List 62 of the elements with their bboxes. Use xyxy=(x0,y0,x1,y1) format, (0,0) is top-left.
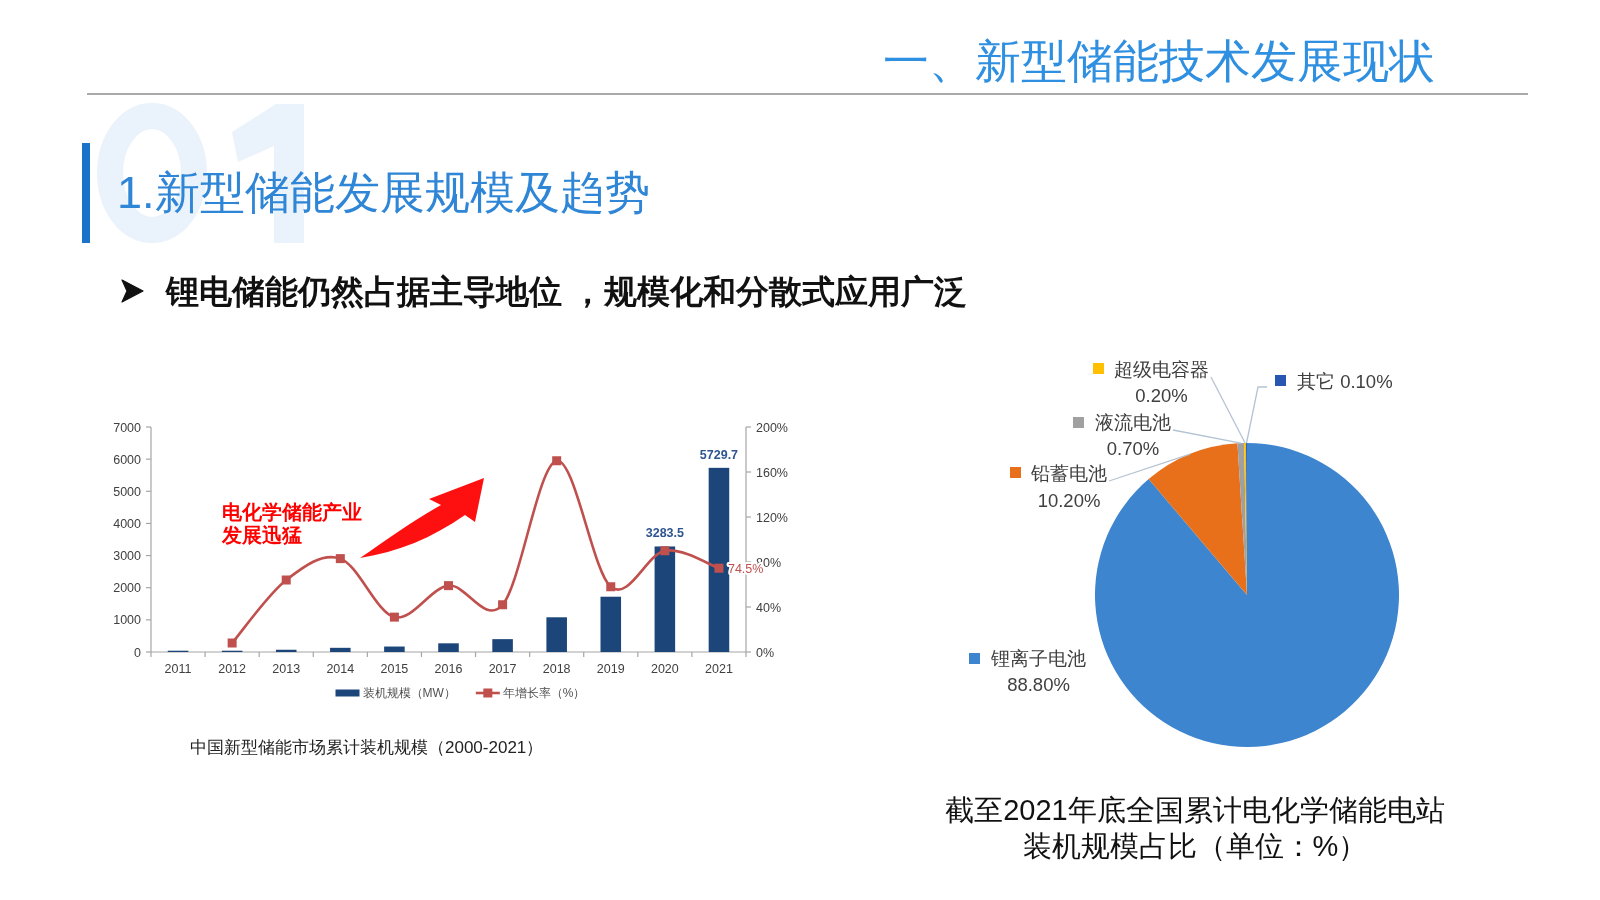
y-tick-label: 7000 xyxy=(113,420,142,435)
y-tick-label: 1000 xyxy=(113,613,142,628)
point xyxy=(335,554,345,564)
x-tick-label: 2018 xyxy=(542,662,571,676)
bar xyxy=(330,647,351,652)
y2-tick-label: 200% xyxy=(756,420,788,435)
y-tick-label: 6000 xyxy=(113,452,142,467)
data-label: 0.70% xyxy=(1106,437,1160,459)
bar xyxy=(492,639,513,652)
y2-tick-label: 160% xyxy=(756,465,788,480)
text: 锂电储能仍然占据主导地位 ，规模化和分散式应用广泛 xyxy=(165,273,968,310)
bar xyxy=(600,596,622,652)
y-tick-label: 2000 xyxy=(113,581,142,596)
data-label: 0.20% xyxy=(1135,384,1188,406)
text: 中国新型储能市场累计装机规模（2000-2021） xyxy=(190,738,544,757)
legend-label: 铅蓄电池 xyxy=(1030,462,1107,484)
legend-label: 锂离子电池 xyxy=(990,647,1086,669)
x-tick-label: 2020 xyxy=(650,662,679,676)
bar xyxy=(384,646,405,652)
x-tick-label: 2019 xyxy=(596,662,625,676)
bar xyxy=(275,649,297,652)
legend-label: 液流电池 xyxy=(1095,411,1171,433)
legend-label: 超级电容器 xyxy=(1114,358,1209,380)
legend-label: 其它 0.10% xyxy=(1297,370,1393,392)
text: 1.新型储能发展规模及趋势 xyxy=(117,167,650,218)
x-tick-label: 2015 xyxy=(380,662,409,676)
point xyxy=(227,638,237,648)
point xyxy=(281,575,291,585)
x-tick-label: 2012 xyxy=(218,662,247,676)
data-label: 3283.5 xyxy=(645,526,685,541)
point xyxy=(606,582,616,592)
point xyxy=(389,612,399,622)
y-tick-label: 0 xyxy=(134,645,142,660)
bar xyxy=(546,617,567,652)
point xyxy=(552,456,562,466)
data-label: 5729.7 xyxy=(699,447,739,462)
legend-label: 装机规模（MW） xyxy=(362,686,456,700)
legend-label: 年增长率（%） xyxy=(502,686,586,700)
point xyxy=(444,581,453,591)
y-tick-label: 5000 xyxy=(113,484,142,499)
x-tick-label: 2017 xyxy=(488,662,517,676)
point xyxy=(714,563,724,573)
x-tick-label: 2011 xyxy=(164,662,192,676)
bar xyxy=(654,546,676,652)
point xyxy=(498,600,508,610)
data-label: 10.20% xyxy=(1037,489,1101,511)
y2-tick-label: 0% xyxy=(756,645,775,660)
y-tick-label: 4000 xyxy=(113,516,142,531)
y2-tick-label: 120% xyxy=(756,510,788,525)
y-tick-label: 3000 xyxy=(113,549,142,564)
point xyxy=(660,546,670,556)
x-tick-label: 2021 xyxy=(705,662,733,676)
x-tick-label: 2014 xyxy=(326,662,355,676)
bar xyxy=(438,643,459,652)
data-label: 88.80% xyxy=(1007,673,1070,695)
x-tick-label: 2016 xyxy=(434,662,463,676)
bar xyxy=(708,467,730,652)
text: 一、新型储能技术发展现状 xyxy=(883,35,1435,87)
y2-tick-label: 40% xyxy=(756,600,782,615)
text: 截至2021年底全国累计电化学储能电站装机规模占比（单位：%） xyxy=(945,794,1445,862)
annotation: 电化学储能产业发展迅猛 xyxy=(221,501,362,546)
x-tick-label: 2013 xyxy=(272,662,301,676)
